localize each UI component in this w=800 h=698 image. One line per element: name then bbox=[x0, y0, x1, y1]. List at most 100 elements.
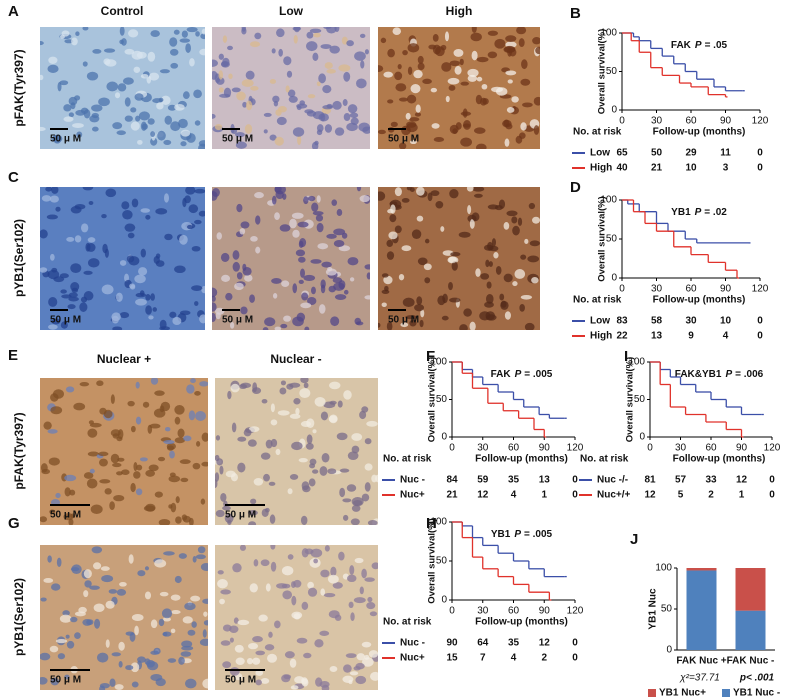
cell bbox=[255, 650, 266, 656]
cell bbox=[87, 451, 100, 457]
cell bbox=[135, 488, 143, 496]
cell bbox=[469, 321, 476, 330]
y-tick-label: 50 bbox=[634, 394, 646, 405]
cell bbox=[242, 101, 247, 108]
cell bbox=[362, 657, 374, 667]
cell bbox=[300, 378, 309, 384]
cell bbox=[66, 640, 75, 649]
cell bbox=[474, 127, 486, 134]
cell bbox=[275, 190, 284, 200]
cell bbox=[366, 272, 370, 280]
cell bbox=[227, 390, 232, 400]
cell bbox=[291, 212, 304, 219]
cell bbox=[316, 195, 321, 203]
cell bbox=[261, 399, 268, 404]
cell bbox=[117, 83, 127, 92]
scale-bar-label: 50 μ M bbox=[225, 675, 256, 686]
cell bbox=[258, 614, 268, 622]
cell bbox=[70, 205, 82, 214]
cell bbox=[215, 312, 221, 320]
cell bbox=[405, 315, 418, 320]
x-tick-label: 30 bbox=[477, 606, 489, 617]
cell bbox=[131, 613, 144, 621]
cell bbox=[369, 611, 378, 617]
cell bbox=[281, 566, 294, 576]
cell bbox=[40, 516, 48, 523]
at-risk-count: 12 bbox=[477, 490, 489, 501]
cell bbox=[170, 594, 181, 601]
cell bbox=[424, 277, 431, 284]
cell bbox=[143, 505, 156, 512]
column-label: Low bbox=[279, 4, 304, 18]
cell bbox=[51, 583, 61, 591]
title-text: YB1 bbox=[491, 529, 511, 540]
cell bbox=[495, 265, 502, 275]
cell bbox=[138, 267, 148, 276]
micrograph bbox=[212, 187, 370, 330]
cell bbox=[410, 84, 421, 94]
cell bbox=[386, 239, 394, 248]
cell bbox=[529, 240, 540, 247]
cell bbox=[253, 559, 259, 567]
cell bbox=[368, 650, 378, 658]
cell bbox=[417, 62, 425, 71]
cell bbox=[289, 413, 301, 419]
cell bbox=[181, 640, 193, 648]
cell bbox=[170, 62, 179, 69]
cell bbox=[103, 409, 113, 419]
cell bbox=[140, 73, 149, 79]
cell bbox=[415, 104, 421, 113]
cell bbox=[202, 629, 207, 638]
cell bbox=[219, 465, 224, 475]
cell bbox=[332, 277, 343, 284]
cell bbox=[274, 326, 282, 330]
cell bbox=[475, 143, 487, 149]
cell bbox=[154, 559, 167, 568]
cell bbox=[306, 41, 318, 52]
micrograph bbox=[378, 187, 540, 330]
cell bbox=[201, 28, 205, 35]
cell bbox=[491, 238, 497, 247]
cell bbox=[223, 87, 232, 98]
cell bbox=[194, 219, 202, 225]
cell bbox=[125, 665, 134, 671]
cell bbox=[157, 456, 166, 462]
cell bbox=[212, 59, 218, 67]
cell bbox=[487, 30, 499, 36]
cell bbox=[318, 304, 326, 314]
cell bbox=[520, 78, 531, 86]
cell bbox=[190, 378, 196, 384]
cell bbox=[48, 297, 58, 307]
cell bbox=[174, 575, 182, 584]
cell bbox=[255, 669, 264, 676]
cell bbox=[245, 70, 255, 80]
cell bbox=[110, 394, 115, 405]
cell bbox=[293, 579, 302, 588]
cell bbox=[234, 282, 244, 291]
cell bbox=[280, 380, 287, 386]
cell bbox=[220, 252, 230, 262]
cell bbox=[140, 208, 151, 213]
cell bbox=[313, 558, 318, 564]
cell bbox=[144, 566, 150, 571]
cell bbox=[347, 574, 357, 583]
cell bbox=[299, 238, 307, 248]
x-tick-label: 0 bbox=[449, 606, 455, 617]
cell bbox=[398, 97, 409, 102]
cell bbox=[320, 588, 326, 596]
cell bbox=[263, 473, 270, 482]
cell bbox=[50, 393, 59, 402]
cell bbox=[145, 294, 151, 301]
cell bbox=[41, 195, 52, 202]
scale-bar-label: 50 μ M bbox=[388, 315, 419, 326]
cell bbox=[199, 381, 208, 387]
at-risk-count: 58 bbox=[651, 316, 663, 327]
cell bbox=[137, 570, 146, 577]
cell bbox=[129, 283, 136, 289]
at-risk-count: 65 bbox=[616, 148, 628, 159]
cell bbox=[381, 302, 387, 308]
cell bbox=[309, 463, 316, 469]
cell bbox=[47, 64, 59, 73]
cell bbox=[279, 387, 287, 395]
